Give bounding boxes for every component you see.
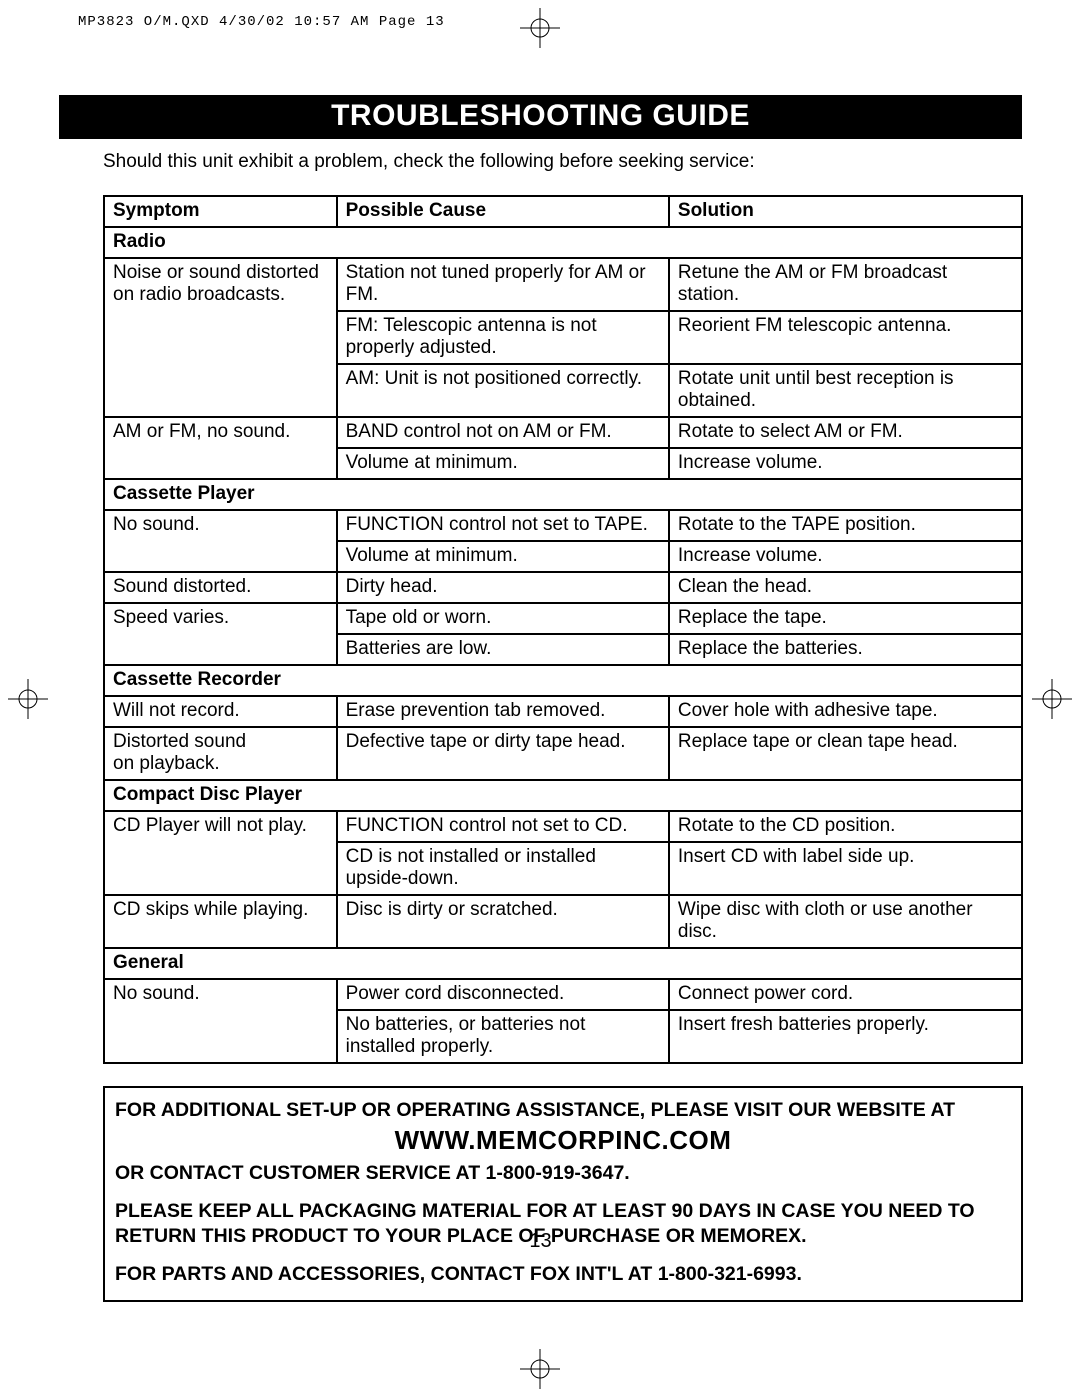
table-row: No sound. Power cord disconnected. Conne… [104, 979, 1022, 1010]
section-cassette-recorder: Cassette Recorder [104, 665, 1022, 696]
table-row: No sound. FUNCTION control not set to TA… [104, 510, 1022, 541]
cell-cause: BAND control not on AM or FM. [337, 417, 669, 448]
cell-cause: Tape old or worn. [337, 603, 669, 634]
cell-solution: Clean the head. [669, 572, 1022, 603]
cell-symptom: CD Player will not play. [104, 811, 337, 895]
cell-solution: Increase volume. [669, 448, 1022, 479]
footer-line-2: OR CONTACT CUSTOMER SERVICE AT 1-800-919… [115, 1161, 1011, 1185]
cell-cause: No batteries, or batteries not installed… [337, 1010, 669, 1063]
cell-cause: FUNCTION control not set to CD. [337, 811, 669, 842]
section-label: Radio [104, 227, 1022, 258]
print-meta-header: MP3823 O/M.QXD 4/30/02 10:57 AM Page 13 [78, 14, 445, 30]
col-symptom: Symptom [104, 196, 337, 227]
table-header-row: Symptom Possible Cause Solution [104, 196, 1022, 227]
cell-symptom: No sound. [104, 979, 337, 1063]
cell-symptom: Noise or sound distorted on radio broadc… [104, 258, 337, 417]
cell-symptom: CD skips while playing. [104, 895, 337, 948]
crop-mark-left-icon [8, 679, 48, 719]
cell-solution: Replace tape or clean tape head. [669, 727, 1022, 780]
cell-solution: Rotate to the CD position. [669, 811, 1022, 842]
cell-cause: CD is not installed or installed upside-… [337, 842, 669, 895]
intro-text: Should this unit exhibit a problem, chec… [103, 151, 1022, 173]
cell-cause: Station not tuned properly for AM or FM. [337, 258, 669, 311]
section-radio: Radio [104, 227, 1022, 258]
section-general: General [104, 948, 1022, 979]
table-row: Sound distorted. Dirty head. Clean the h… [104, 572, 1022, 603]
cell-solution: Rotate to the TAPE position. [669, 510, 1022, 541]
table-row: Noise or sound distorted on radio broadc… [104, 258, 1022, 311]
cell-symptom: AM or FM, no sound. [104, 417, 337, 479]
cell-cause: FM: Telescopic antenna is not properly a… [337, 311, 669, 364]
cell-solution: Insert CD with label side up. [669, 842, 1022, 895]
troubleshooting-table: Symptom Possible Cause Solution Radio No… [103, 195, 1023, 1064]
cell-symptom: Speed varies. [104, 603, 337, 665]
cell-cause: Disc is dirty or scratched. [337, 895, 669, 948]
cell-solution: Retune the AM or FM broadcast station. [669, 258, 1022, 311]
document-page: MP3823 O/M.QXD 4/30/02 10:57 AM Page 13 … [0, 0, 1080, 1397]
cell-symptom: Distorted sound on playback. [104, 727, 337, 780]
cell-symptom: Will not record. [104, 696, 337, 727]
cell-solution: Increase volume. [669, 541, 1022, 572]
cell-cause: Erase prevention tab removed. [337, 696, 669, 727]
footer-line-4: FOR PARTS AND ACCESSORIES, CONTACT FOX I… [115, 1262, 1011, 1286]
cell-cause: Defective tape or dirty tape head. [337, 727, 669, 780]
table-row: Speed varies. Tape old or worn. Replace … [104, 603, 1022, 634]
section-cd-player: Compact Disc Player [104, 780, 1022, 811]
cell-cause: FUNCTION control not set to TAPE. [337, 510, 669, 541]
cell-solution: Replace the batteries. [669, 634, 1022, 665]
cell-solution: Rotate unit until best reception is obta… [669, 364, 1022, 417]
section-label: Compact Disc Player [104, 780, 1022, 811]
cell-solution: Cover hole with adhesive tape. [669, 696, 1022, 727]
footer-line-3: PLEASE KEEP ALL PACKAGING MATERIAL FOR A… [115, 1199, 1011, 1248]
content-area: TROUBLESHOOTING GUIDE Should this unit e… [59, 95, 1022, 1302]
cell-cause: Dirty head. [337, 572, 669, 603]
cell-solution: Connect power cord. [669, 979, 1022, 1010]
cell-cause: Volume at minimum. [337, 448, 669, 479]
cell-solution: Wipe disc with cloth or use another disc… [669, 895, 1022, 948]
page-title: TROUBLESHOOTING GUIDE [59, 95, 1022, 139]
section-label: Cassette Recorder [104, 665, 1022, 696]
section-label: Cassette Player [104, 479, 1022, 510]
cell-cause: AM: Unit is not positioned correctly. [337, 364, 669, 417]
cell-cause: Batteries are low. [337, 634, 669, 665]
section-cassette-player: Cassette Player [104, 479, 1022, 510]
cell-solution: Rotate to select AM or FM. [669, 417, 1022, 448]
footer-info-box: FOR ADDITIONAL SET-UP OR OPERATING ASSIS… [103, 1086, 1023, 1302]
crop-mark-bottom-icon [520, 1349, 560, 1389]
cell-solution: Reorient FM telescopic antenna. [669, 311, 1022, 364]
cell-symptom: Sound distorted. [104, 572, 337, 603]
cell-solution: Replace the tape. [669, 603, 1022, 634]
crop-mark-top-icon [520, 8, 560, 48]
crop-mark-right-icon [1032, 679, 1072, 719]
cell-cause: Volume at minimum. [337, 541, 669, 572]
cell-cause: Power cord disconnected. [337, 979, 669, 1010]
table-row: CD skips while playing. Disc is dirty or… [104, 895, 1022, 948]
page-number: 13 [529, 1230, 551, 1253]
col-cause: Possible Cause [337, 196, 669, 227]
footer-website: WWW.MEMCORPINC.COM [115, 1124, 1011, 1157]
table-row: AM or FM, no sound. BAND control not on … [104, 417, 1022, 448]
table-row: Will not record. Erase prevention tab re… [104, 696, 1022, 727]
cell-solution: Insert fresh batteries properly. [669, 1010, 1022, 1063]
section-label: General [104, 948, 1022, 979]
col-solution: Solution [669, 196, 1022, 227]
table-row: CD Player will not play. FUNCTION contro… [104, 811, 1022, 842]
table-row: Distorted sound on playback. Defective t… [104, 727, 1022, 780]
footer-line-1: FOR ADDITIONAL SET-UP OR OPERATING ASSIS… [115, 1098, 1011, 1122]
cell-symptom: No sound. [104, 510, 337, 572]
